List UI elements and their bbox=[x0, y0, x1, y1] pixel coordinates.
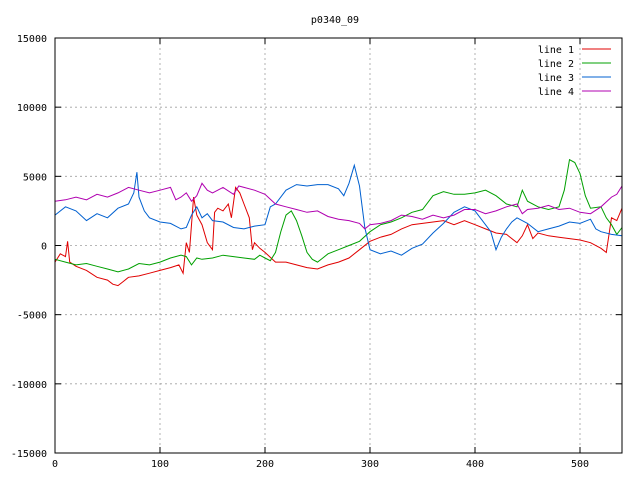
legend: line 1 line 2 line 3 line 4 bbox=[538, 45, 611, 98]
y-tick-label: 10000 bbox=[17, 103, 47, 114]
x-tick-label: 400 bbox=[466, 459, 484, 470]
x-tick-label: 500 bbox=[571, 459, 589, 470]
x-tick-label: 300 bbox=[361, 459, 379, 470]
x-tick-labels: 0 100 200 300 400 500 bbox=[52, 459, 589, 470]
x-tick-label: 100 bbox=[151, 459, 169, 470]
chart-title: p0340_09 bbox=[311, 15, 359, 26]
y-tick-label: 0 bbox=[41, 242, 47, 253]
series-line-4 bbox=[54, 182, 623, 230]
legend-label-3: line 3 bbox=[538, 73, 574, 84]
legend-label-4: line 4 bbox=[538, 87, 574, 98]
y-tick-label: -5000 bbox=[17, 311, 47, 322]
plot-frame bbox=[54, 37, 623, 454]
series-line-1 bbox=[54, 186, 623, 287]
grid-lines bbox=[55, 38, 622, 453]
y-tick-label: 15000 bbox=[17, 34, 47, 45]
series-lines bbox=[54, 158, 623, 287]
legend-label-1: line 1 bbox=[538, 45, 574, 56]
series-line-3 bbox=[54, 163, 623, 256]
series-line-2 bbox=[54, 158, 623, 273]
x-tick-label: 0 bbox=[52, 459, 58, 470]
legend-label-2: line 2 bbox=[538, 59, 574, 70]
y-tick-label: -10000 bbox=[11, 380, 47, 391]
y-tick-labels: -15000 -10000 -5000 0 5000 10000 15000 bbox=[11, 34, 47, 460]
y-tick-label: -15000 bbox=[11, 449, 47, 460]
y-tick-label: 5000 bbox=[23, 172, 47, 183]
x-tick-label: 200 bbox=[256, 459, 274, 470]
